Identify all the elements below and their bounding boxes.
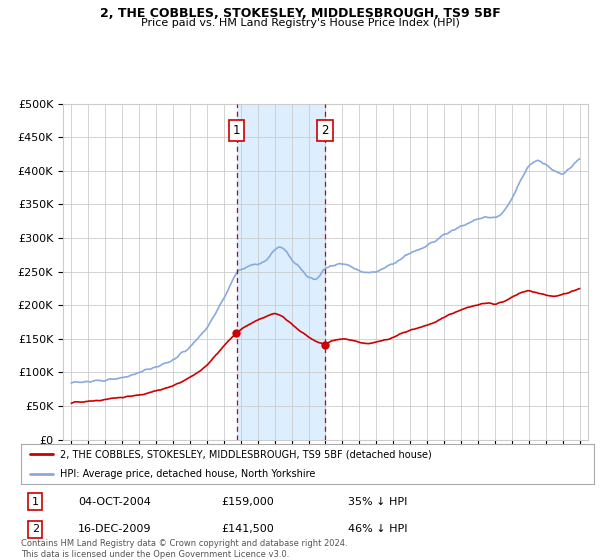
Text: 1: 1 [233, 124, 241, 137]
Text: Contains HM Land Registry data © Crown copyright and database right 2024.
This d: Contains HM Land Registry data © Crown c… [21, 539, 347, 559]
Bar [236, 104, 325, 440]
Text: £159,000: £159,000 [221, 497, 274, 507]
Text: £141,500: £141,500 [221, 524, 274, 534]
Text: HPI: Average price, detached house, North Yorkshire: HPI: Average price, detached house, Nort… [60, 469, 316, 479]
Text: 04-OCT-2004: 04-OCT-2004 [79, 497, 151, 507]
Text: 1: 1 [32, 497, 39, 507]
Text: 2, THE COBBLES, STOKESLEY, MIDDLESBROUGH, TS9 5BF (detached house): 2, THE COBBLES, STOKESLEY, MIDDLESBROUGH… [60, 449, 432, 459]
Text: 35% ↓ HPI: 35% ↓ HPI [347, 497, 407, 507]
Text: 2: 2 [321, 124, 329, 137]
Text: 2, THE COBBLES, STOKESLEY, MIDDLESBROUGH, TS9 5BF: 2, THE COBBLES, STOKESLEY, MIDDLESBROUGH… [100, 7, 500, 20]
Text: 2: 2 [32, 524, 39, 534]
Text: Price paid vs. HM Land Registry's House Price Index (HPI): Price paid vs. HM Land Registry's House … [140, 18, 460, 28]
Text: 16-DEC-2009: 16-DEC-2009 [79, 524, 152, 534]
Text: 46% ↓ HPI: 46% ↓ HPI [347, 524, 407, 534]
